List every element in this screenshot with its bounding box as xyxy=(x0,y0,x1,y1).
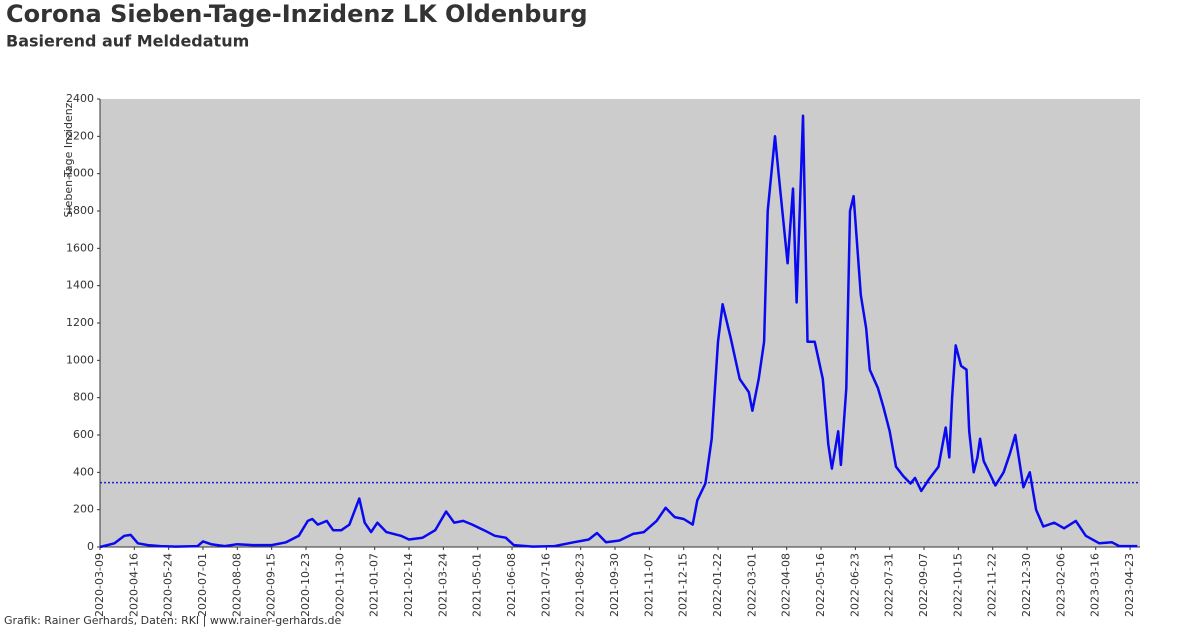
x-tick-label: 2022-11-22 xyxy=(986,553,999,617)
x-tick-label: 2022-12-30 xyxy=(1020,553,1033,617)
x-tick-label: 2021-12-15 xyxy=(677,553,690,617)
x-tick-label: 2022-09-07 xyxy=(917,553,930,617)
x-tick-label: 2020-11-30 xyxy=(333,553,346,617)
y-tick-label: 0 xyxy=(87,540,94,553)
x-tick-label: 2021-01-07 xyxy=(368,553,381,617)
x-tick-label: 2022-07-31 xyxy=(883,553,896,617)
x-tick-label: 2021-05-01 xyxy=(471,553,484,617)
y-tick-label: 1200 xyxy=(66,316,94,329)
x-tick-label: 2020-09-15 xyxy=(265,553,278,617)
plot-area xyxy=(100,99,1140,547)
x-tick-label: 2021-09-30 xyxy=(608,553,621,617)
x-tick-label: 2022-10-15 xyxy=(951,553,964,617)
y-tick-label: 200 xyxy=(73,503,94,516)
x-tick-label: 2022-03-01 xyxy=(745,553,758,617)
y-tick-label: 2200 xyxy=(66,129,94,142)
x-tick-label: 2021-03-24 xyxy=(436,553,449,617)
x-tick-label: 2022-01-22 xyxy=(711,553,724,617)
x-tick-label: 2021-11-07 xyxy=(642,553,655,617)
y-tick-label: 1800 xyxy=(66,204,94,217)
x-tick-label: 2020-05-24 xyxy=(162,553,175,617)
y-tick-label: 600 xyxy=(73,428,94,441)
y-tick-label: 1400 xyxy=(66,279,94,292)
x-tick-label: 2021-02-14 xyxy=(402,553,415,617)
x-tick-label: 2021-06-08 xyxy=(505,553,518,617)
y-tick-label: 2400 xyxy=(66,92,94,105)
x-tick-label: 2022-06-23 xyxy=(848,553,861,617)
x-tick-label: 2020-08-08 xyxy=(230,553,243,617)
x-tick-label: 2022-05-16 xyxy=(814,553,827,617)
y-axis-label: Sieben-Tage Inzidenz xyxy=(62,102,75,217)
y-tick-label: 2000 xyxy=(66,167,94,180)
x-tick-label: 2020-03-09 xyxy=(93,553,106,617)
data-line xyxy=(99,114,1138,549)
x-tick-label: 2021-07-16 xyxy=(539,553,552,617)
chart-subtitle: Basierend auf Meldedatum xyxy=(6,32,249,51)
chart-title: Corona Sieben-Tage-Inzidenz LK Oldenburg xyxy=(6,0,588,28)
x-tick-label: 2023-04-23 xyxy=(1123,553,1136,617)
x-tick-label: 2023-02-06 xyxy=(1054,553,1067,617)
x-tick-label: 2020-04-16 xyxy=(127,553,140,617)
y-tick-label: 400 xyxy=(73,465,94,478)
x-tick-label: 2020-07-01 xyxy=(196,553,209,617)
y-tick-label: 1000 xyxy=(66,353,94,366)
x-tick-label: 2021-08-23 xyxy=(574,553,587,617)
x-tick-label: 2023-03-16 xyxy=(1089,553,1102,617)
y-tick-label: 1600 xyxy=(66,241,94,254)
y-tick-label: 800 xyxy=(73,391,94,404)
footer: Grafik: Rainer Gerhards, Daten: RKI | ww… xyxy=(4,614,342,627)
x-tick-label: 2022-04-08 xyxy=(780,553,793,617)
x-tick-label: 2020-10-23 xyxy=(299,553,312,617)
